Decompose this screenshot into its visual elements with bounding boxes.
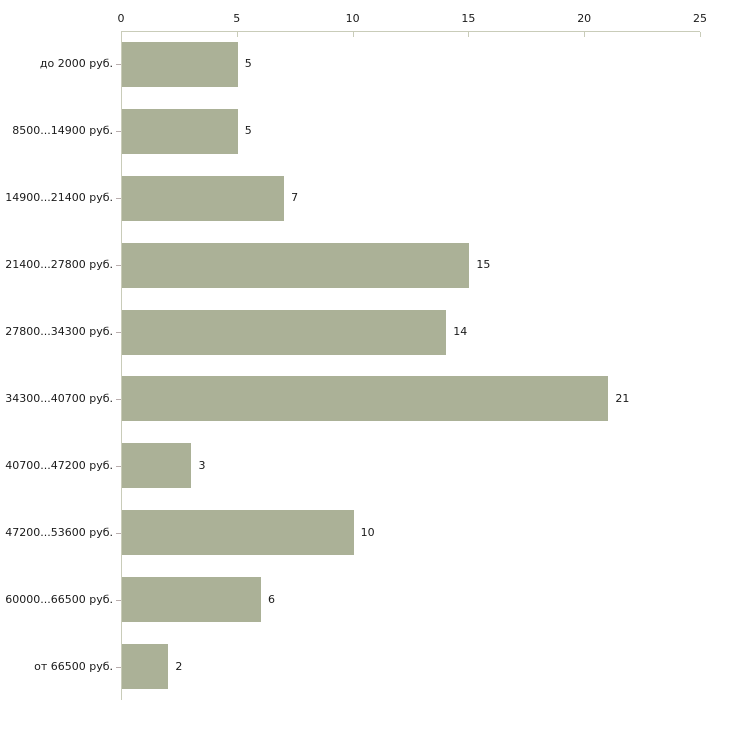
x-axis-tick-label: 5 [233, 12, 241, 25]
category-label: 14900...21400 руб. [5, 191, 113, 205]
x-axis-tick [700, 32, 701, 37]
bar [122, 175, 285, 221]
value-label: 14 [453, 325, 468, 339]
chart-row: от 66500 руб. 2 [34, 633, 700, 700]
value-label: 5 [244, 124, 252, 138]
chart-row: 21400...27800 руб. 15 [5, 232, 700, 299]
category-label: 27800...34300 руб. [5, 325, 113, 339]
category-label: до 2000 руб. [39, 57, 113, 71]
x-axis-tick-label: 10 [345, 12, 360, 25]
category-label: 21400...27800 руб. [5, 258, 113, 272]
bar [122, 644, 169, 690]
value-label: 6 [267, 592, 275, 606]
x-axis-line [121, 31, 700, 32]
bar [122, 510, 354, 556]
bar [122, 309, 447, 355]
category-label: 47200...53600 руб. [5, 525, 113, 539]
value-label: 15 [476, 258, 491, 272]
y-axis-tick [116, 332, 121, 334]
chart-row: 34300...40700 руб. 21 [5, 366, 700, 433]
bar [122, 376, 609, 422]
x-axis-tick-label: 20 [577, 12, 592, 25]
value-label: 10 [360, 525, 375, 539]
value-label: 3 [198, 458, 206, 472]
category-label: 40700...47200 руб. [5, 458, 113, 472]
y-axis-tick [116, 265, 121, 267]
chart-row: 60000...66500 руб. 6 [5, 566, 700, 633]
chart-row: 27800...34300 руб. 14 [5, 299, 700, 366]
plot-area: 0 5 10 15 20 25 до 2000 руб. 5 8500...14900 руб.… [5, 12, 707, 700]
category-label: 8500...14900 руб. [12, 124, 113, 138]
category-label: 34300...40700 руб. [5, 391, 113, 405]
bar [122, 41, 238, 87]
y-axis-tick [116, 666, 121, 668]
chart-row: 40700...47200 руб. 3 [5, 432, 700, 499]
value-label: 7 [291, 191, 299, 205]
bar [122, 443, 192, 489]
y-axis-tick [116, 532, 121, 534]
x-axis-tick [584, 32, 586, 37]
bar [122, 242, 470, 288]
y-axis-tick [116, 198, 121, 200]
x-axis-tick-label: 0 [117, 12, 125, 25]
x-axis-tick-label: 25 [693, 12, 707, 25]
chart-row: 47200...53600 руб. 10 [5, 499, 700, 566]
bar [122, 108, 238, 154]
y-axis-tick [116, 64, 121, 66]
x-axis-tick-label: 15 [461, 12, 476, 25]
value-label: 5 [244, 57, 252, 71]
y-axis-line [121, 31, 122, 700]
value-label: 21 [615, 391, 630, 405]
x-axis-tick [468, 32, 470, 37]
y-axis-tick [116, 131, 121, 133]
bar [122, 577, 261, 623]
chart-row: 8500...14900 руб. 5 [12, 98, 700, 165]
y-axis-tick [116, 465, 121, 467]
y-axis-tick [116, 599, 121, 601]
value-label: 2 [175, 659, 183, 673]
chart-row: до 2000 руб. 5 [40, 31, 700, 98]
x-axis-tick [121, 32, 122, 37]
category-label: от 66500 руб. [34, 659, 113, 673]
category-label: 60000...66500 руб. [5, 592, 113, 606]
x-axis-tick [236, 32, 238, 37]
x-axis-tick [352, 32, 354, 37]
chart-row: 14900...21400 руб. 7 [5, 165, 700, 232]
y-axis-tick [116, 398, 121, 400]
